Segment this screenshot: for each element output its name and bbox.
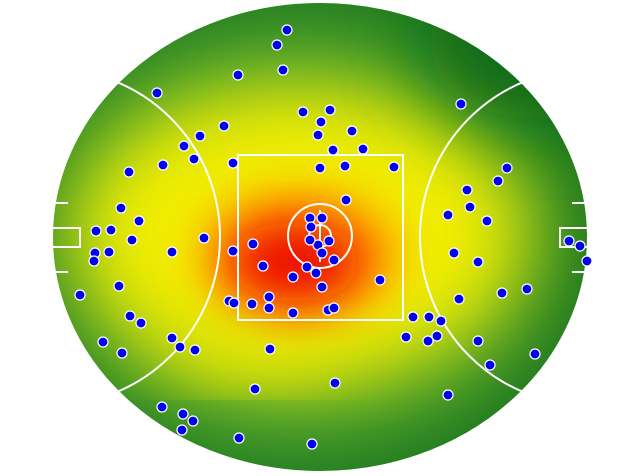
point [581, 255, 593, 267]
point [407, 311, 419, 323]
point [177, 408, 189, 420]
point [521, 283, 533, 295]
point [247, 238, 259, 250]
point [176, 424, 188, 436]
point [481, 215, 493, 227]
point [492, 175, 504, 187]
point [316, 281, 328, 293]
point [233, 432, 245, 444]
point [174, 341, 186, 353]
point [461, 184, 473, 196]
point [435, 315, 447, 327]
point [227, 157, 239, 169]
point [88, 255, 100, 267]
point [189, 344, 201, 356]
point [133, 215, 145, 227]
point [442, 389, 454, 401]
point [115, 202, 127, 214]
point [263, 291, 275, 303]
point [287, 271, 299, 283]
point [297, 106, 309, 118]
boundary [51, 1, 589, 473]
point [529, 348, 541, 360]
point [374, 274, 386, 286]
point [90, 225, 102, 237]
point [135, 317, 147, 329]
point [198, 232, 210, 244]
point [124, 310, 136, 322]
point [310, 267, 322, 279]
point [464, 201, 476, 213]
point [228, 297, 240, 309]
point [305, 221, 317, 233]
point [472, 256, 484, 268]
point [157, 159, 169, 171]
point [187, 415, 199, 427]
point [178, 140, 190, 152]
point [314, 162, 326, 174]
point [227, 245, 239, 257]
point [263, 302, 275, 314]
point [105, 224, 117, 236]
point [232, 69, 244, 81]
point [116, 347, 128, 359]
point [151, 87, 163, 99]
point [194, 130, 206, 142]
point [287, 307, 299, 319]
point [501, 162, 513, 174]
point [306, 438, 318, 450]
point [166, 332, 178, 344]
point [264, 343, 276, 355]
point [423, 311, 435, 323]
point [271, 39, 283, 51]
point [277, 64, 289, 76]
point [304, 234, 316, 246]
point [156, 401, 168, 413]
point [126, 234, 138, 246]
point [340, 194, 352, 206]
point [328, 302, 340, 314]
point [218, 120, 230, 132]
point [328, 254, 340, 266]
point [442, 209, 454, 221]
point [327, 144, 339, 156]
point [574, 240, 586, 252]
point [316, 212, 328, 224]
point [357, 143, 369, 155]
point [324, 104, 336, 116]
point [301, 261, 313, 273]
point [74, 289, 86, 301]
point [455, 98, 467, 110]
point [123, 166, 135, 178]
point [315, 116, 327, 128]
point [312, 129, 324, 141]
point [431, 330, 443, 342]
point [281, 24, 293, 36]
point [472, 335, 484, 347]
point [339, 160, 351, 172]
point [113, 280, 125, 292]
point [316, 247, 328, 259]
point [453, 293, 465, 305]
point [166, 246, 178, 258]
point [103, 246, 115, 258]
point [448, 247, 460, 259]
point [97, 336, 109, 348]
point [188, 153, 200, 165]
point [323, 235, 335, 247]
point [400, 331, 412, 343]
point [249, 383, 261, 395]
point [388, 161, 400, 173]
point [329, 377, 341, 389]
point [346, 125, 358, 137]
point [563, 235, 575, 247]
point [422, 335, 434, 347]
point [496, 287, 508, 299]
point [246, 298, 258, 310]
point [484, 359, 496, 371]
point [257, 260, 269, 272]
